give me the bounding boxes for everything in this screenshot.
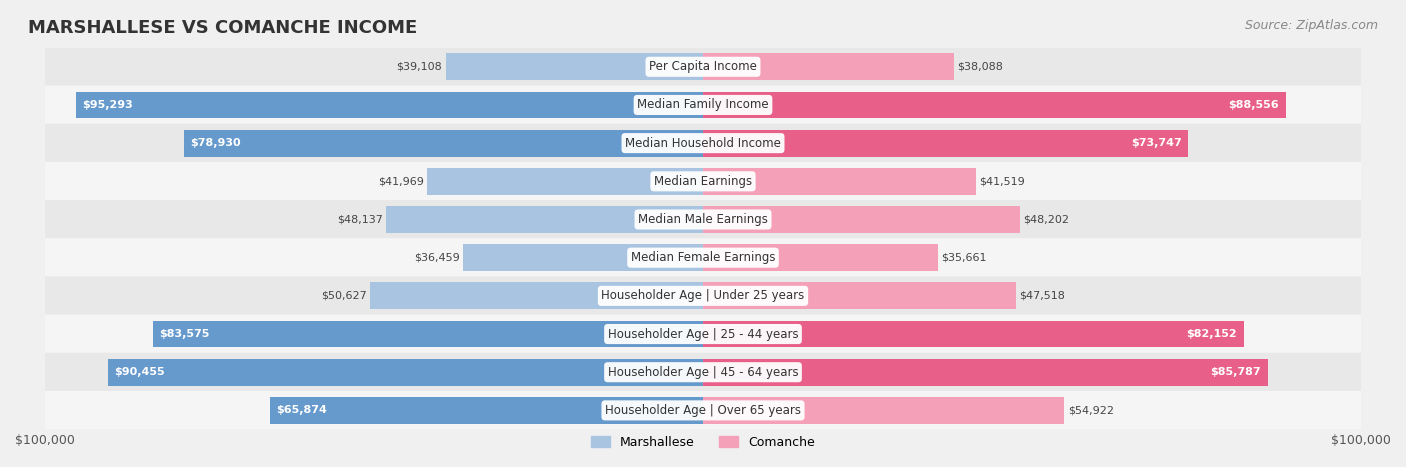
Text: Median Household Income: Median Household Income	[626, 137, 780, 149]
Bar	[463, 244, 703, 271]
FancyBboxPatch shape	[45, 200, 1361, 239]
Bar	[703, 359, 1268, 386]
Text: Householder Age | 45 - 64 years: Householder Age | 45 - 64 years	[607, 366, 799, 379]
Text: Per Capita Income: Per Capita Income	[650, 60, 756, 73]
Bar	[108, 359, 703, 386]
Text: Householder Age | Under 25 years: Householder Age | Under 25 years	[602, 290, 804, 302]
Bar	[703, 206, 1021, 233]
Text: $88,556: $88,556	[1229, 100, 1279, 110]
Text: $48,137: $48,137	[337, 214, 382, 225]
Text: $36,459: $36,459	[413, 253, 460, 262]
Bar	[703, 130, 1188, 156]
Text: $38,088: $38,088	[957, 62, 1002, 72]
Text: $90,455: $90,455	[114, 367, 165, 377]
Bar	[703, 92, 1285, 118]
Text: $48,202: $48,202	[1024, 214, 1070, 225]
Text: $85,787: $85,787	[1211, 367, 1261, 377]
Bar	[153, 321, 703, 347]
Text: Median Family Income: Median Family Income	[637, 99, 769, 112]
Text: $83,575: $83,575	[160, 329, 209, 339]
FancyBboxPatch shape	[45, 162, 1361, 201]
Text: $95,293: $95,293	[83, 100, 134, 110]
Text: $47,518: $47,518	[1019, 291, 1064, 301]
FancyBboxPatch shape	[45, 353, 1361, 392]
Text: $82,152: $82,152	[1187, 329, 1237, 339]
Text: $65,874: $65,874	[276, 405, 328, 415]
FancyBboxPatch shape	[45, 85, 1361, 124]
Legend: Marshallese, Comanche: Marshallese, Comanche	[586, 431, 820, 454]
Text: $78,930: $78,930	[190, 138, 240, 148]
Text: $41,969: $41,969	[378, 177, 423, 186]
FancyBboxPatch shape	[45, 238, 1361, 277]
FancyBboxPatch shape	[45, 315, 1361, 354]
Text: $54,922: $54,922	[1067, 405, 1114, 415]
Text: Median Female Earnings: Median Female Earnings	[631, 251, 775, 264]
Text: Median Earnings: Median Earnings	[654, 175, 752, 188]
FancyBboxPatch shape	[45, 391, 1361, 430]
Text: $73,747: $73,747	[1130, 138, 1181, 148]
Bar	[270, 397, 703, 424]
Text: Source: ZipAtlas.com: Source: ZipAtlas.com	[1244, 19, 1378, 32]
Bar	[427, 168, 703, 195]
Text: Householder Age | 25 - 44 years: Householder Age | 25 - 44 years	[607, 327, 799, 340]
Bar	[703, 321, 1244, 347]
Text: $39,108: $39,108	[396, 62, 443, 72]
Bar	[370, 283, 703, 309]
Bar	[76, 92, 703, 118]
Bar	[703, 283, 1015, 309]
FancyBboxPatch shape	[45, 276, 1361, 315]
Text: $50,627: $50,627	[321, 291, 367, 301]
Bar	[184, 130, 703, 156]
Bar	[446, 53, 703, 80]
Text: MARSHALLESE VS COMANCHE INCOME: MARSHALLESE VS COMANCHE INCOME	[28, 19, 418, 37]
Text: $35,661: $35,661	[941, 253, 987, 262]
FancyBboxPatch shape	[45, 47, 1361, 86]
FancyBboxPatch shape	[45, 124, 1361, 163]
Bar	[387, 206, 703, 233]
Bar	[703, 397, 1064, 424]
Bar	[703, 168, 976, 195]
Bar	[703, 244, 938, 271]
Bar	[703, 53, 953, 80]
Text: Householder Age | Over 65 years: Householder Age | Over 65 years	[605, 404, 801, 417]
Text: Median Male Earnings: Median Male Earnings	[638, 213, 768, 226]
Text: $41,519: $41,519	[980, 177, 1025, 186]
